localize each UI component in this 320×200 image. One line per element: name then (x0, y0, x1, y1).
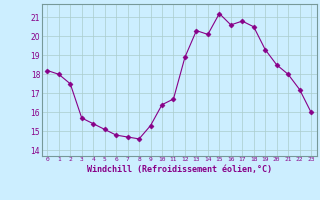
X-axis label: Windchill (Refroidissement éolien,°C): Windchill (Refroidissement éolien,°C) (87, 165, 272, 174)
